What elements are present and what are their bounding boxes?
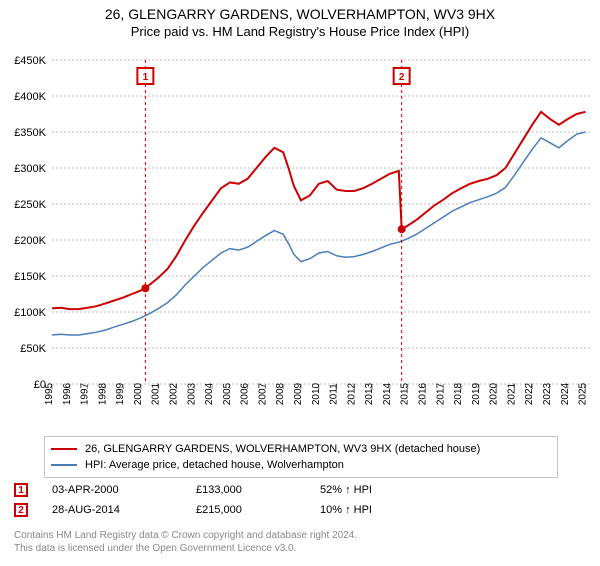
svg-text:£150K: £150K [14, 271, 46, 283]
sale-marker-2: 2 [14, 503, 28, 517]
chart-subtitle: Price paid vs. HM Land Registry's House … [0, 24, 600, 39]
svg-text:2020: 2020 [489, 382, 500, 405]
legend-row-property: 26, GLENGARRY GARDENS, WOLVERHAMPTON, WV… [51, 441, 551, 457]
svg-text:£350K: £350K [14, 127, 46, 139]
sale-marker-1: 1 [14, 483, 28, 497]
svg-text:2016: 2016 [417, 382, 428, 405]
sale-price-2: £215,000 [196, 504, 296, 516]
svg-text:2018: 2018 [453, 382, 464, 405]
chart-legend: 26, GLENGARRY GARDENS, WOLVERHAMPTON, WV… [44, 436, 558, 478]
svg-text:2001: 2001 [151, 382, 162, 405]
svg-text:£200K: £200K [14, 235, 46, 247]
license-line-1: Contains HM Land Registry data © Crown c… [14, 530, 586, 543]
svg-text:2011: 2011 [329, 383, 340, 405]
svg-text:2002: 2002 [168, 382, 179, 405]
svg-text:2025: 2025 [578, 382, 589, 405]
legend-row-hpi: HPI: Average price, detached house, Wolv… [51, 457, 551, 473]
chart-plot-area: £0£50K£100K£150K£200K£250K£300K£350K£400… [0, 54, 600, 426]
svg-text:£250K: £250K [14, 199, 46, 211]
svg-text:2004: 2004 [204, 382, 215, 405]
svg-text:2000: 2000 [133, 382, 144, 405]
svg-text:2008: 2008 [275, 382, 286, 405]
svg-text:£50K: £50K [20, 343, 46, 355]
svg-text:2009: 2009 [293, 382, 304, 405]
legend-swatch-hpi [51, 464, 77, 466]
svg-text:2022: 2022 [524, 382, 535, 405]
svg-text:2021: 2021 [506, 382, 517, 405]
svg-text:1: 1 [143, 72, 149, 83]
svg-text:2019: 2019 [471, 382, 482, 405]
license-line-2: This data is licensed under the Open Gov… [14, 543, 586, 556]
legend-swatch-property [51, 448, 77, 450]
sale-record-1: 1 03-APR-2000 £133,000 52% ↑ HPI [14, 480, 586, 500]
svg-text:£400K: £400K [14, 91, 46, 103]
svg-text:2006: 2006 [240, 382, 251, 405]
svg-text:2024: 2024 [560, 382, 571, 405]
sale-records: 1 03-APR-2000 £133,000 52% ↑ HPI 2 28-AU… [14, 480, 586, 520]
sale-record-2: 2 28-AUG-2014 £215,000 10% ↑ HPI [14, 500, 586, 520]
svg-text:2023: 2023 [542, 382, 553, 405]
svg-text:1999: 1999 [115, 382, 126, 405]
svg-text:2015: 2015 [400, 382, 411, 405]
svg-text:2: 2 [399, 72, 405, 83]
sale-date-2: 28-AUG-2014 [52, 504, 172, 516]
legend-label-property: 26, GLENGARRY GARDENS, WOLVERHAMPTON, WV… [85, 443, 480, 455]
svg-text:2012: 2012 [346, 382, 357, 405]
chart-container: 26, GLENGARRY GARDENS, WOLVERHAMPTON, WV… [0, 6, 600, 566]
svg-text:1995: 1995 [44, 382, 55, 405]
sale-hpi-delta-2: 10% ↑ HPI [320, 504, 440, 516]
svg-text:1996: 1996 [62, 382, 73, 405]
svg-text:2013: 2013 [364, 382, 375, 405]
sale-date-1: 03-APR-2000 [52, 484, 172, 496]
svg-text:2005: 2005 [222, 382, 233, 405]
svg-text:£100K: £100K [14, 307, 46, 319]
svg-text:2007: 2007 [257, 382, 268, 405]
svg-text:£450K: £450K [14, 55, 46, 67]
svg-text:2010: 2010 [311, 382, 322, 405]
sale-price-1: £133,000 [196, 484, 296, 496]
svg-text:2014: 2014 [382, 382, 393, 405]
legend-label-hpi: HPI: Average price, detached house, Wolv… [85, 459, 344, 471]
line-chart-svg: £0£50K£100K£150K£200K£250K£300K£350K£400… [0, 54, 600, 426]
sale-hpi-delta-1: 52% ↑ HPI [320, 484, 440, 496]
chart-title: 26, GLENGARRY GARDENS, WOLVERHAMPTON, WV… [0, 6, 600, 22]
license-text: Contains HM Land Registry data © Crown c… [14, 530, 586, 555]
svg-text:2017: 2017 [435, 382, 446, 405]
svg-text:2003: 2003 [186, 382, 197, 405]
svg-text:1997: 1997 [80, 382, 91, 405]
svg-text:1998: 1998 [97, 382, 108, 405]
svg-text:£300K: £300K [14, 163, 46, 175]
